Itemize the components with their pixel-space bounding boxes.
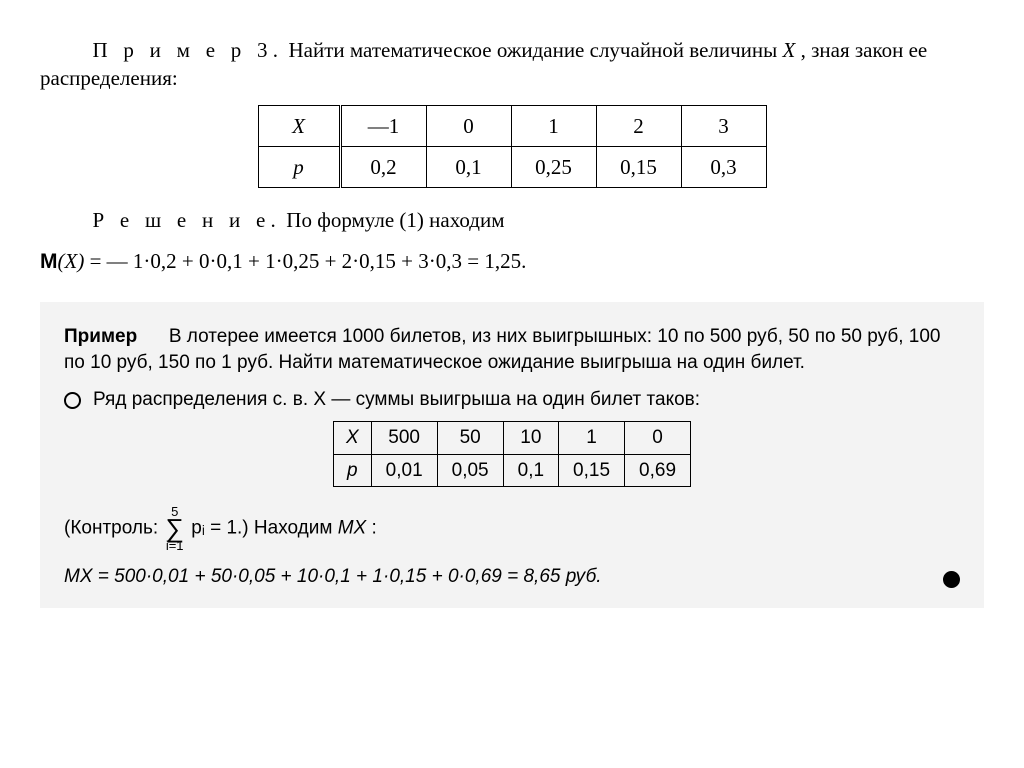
table-row-label: p [333,454,371,487]
lottery-mx-row: MX = 500·0,01 + 50·0,05 + 10·0,1 + 1·0,1… [64,564,960,590]
solution-body: По формуле (1) находим [286,208,504,232]
lottery-control-line: (Контроль: 5 ∑ i=1 pᵢ = 1.) Находим MX : [64,505,960,552]
example3-formula: M(X) = — 1·0,2 + 0·0,1 + 1·0,25 + 2·0,15… [40,247,984,276]
lottery-bullet-row: Ряд распределения с. в. X — суммы выигры… [64,387,960,413]
table-cell: 0,15 [559,454,625,487]
end-bullet-icon [943,571,960,588]
table-cell: 0,1 [503,454,558,487]
lottery-heading-para: Пример В лотерее имеется 1000 билетов, и… [64,324,960,375]
lottery-bullet-text: Ряд распределения с. в. X — суммы выигры… [93,387,700,413]
control-tail: : [371,518,376,539]
control-prefix: (Контроль: [64,518,163,539]
example3-distribution-table: X —1 0 1 2 3 p 0,2 0,1 0,25 0,15 0,3 [258,105,767,189]
table-cell: 0,25 [511,147,596,188]
example3-title-body: Найти математическое ожидание случайной … [289,38,783,62]
table-cell: 0,3 [681,147,766,188]
table-cell: 2 [596,105,681,146]
table-cell: 0 [625,421,691,454]
table-cell: 10 [503,421,558,454]
table-cell: 0,01 [371,454,437,487]
formula-M: M [40,250,58,273]
lottery-distribution-table: X 500 50 10 1 0 p 0,01 0,05 0,1 0,15 0,6… [333,421,691,487]
solution-prefix: Р е ш е н и е. [93,208,282,232]
control-mx: MX [338,518,367,539]
bullet-icon [64,392,81,409]
table-row-label: X [333,421,371,454]
control-mid: pᵢ = 1.) Находим [191,518,337,539]
example3-title-var: X [783,38,796,62]
table-cell: 0,15 [596,147,681,188]
table-cell: 500 [371,421,437,454]
example3-solution-heading: Р е ш е н и е. По формуле (1) находим [40,206,984,234]
table-cell: 3 [681,105,766,146]
formula-rhs: = — 1·0,2 + 0·0,1 + 1·0,25 + 2·0,15 + 3·… [84,249,526,273]
lottery-example-section: Пример В лотерее имеется 1000 билетов, и… [40,302,984,608]
table-cell: 0,1 [426,147,511,188]
lottery-mx-formula: MX = 500·0,01 + 50·0,05 + 10·0,1 + 1·0,1… [64,564,602,590]
lottery-heading: Пример [64,326,137,347]
lottery-body: В лотерее имеется 1000 билетов, из них в… [64,326,940,373]
table-row-label: p [258,147,340,188]
formula-X: (X) [58,249,85,273]
sigma-icon: 5 ∑ i=1 [165,505,184,552]
table-cell: 50 [437,421,503,454]
example3-title-prefix: П р и м е р 3. [93,38,284,62]
table-cell: 0,2 [340,147,426,188]
example3-heading: П р и м е р 3. Найти математическое ожид… [40,36,984,93]
table-cell: 1 [559,421,625,454]
table-cell: 0 [426,105,511,146]
table-cell: 1 [511,105,596,146]
sum-lower: i=1 [166,539,184,552]
table-cell: 0,05 [437,454,503,487]
table-cell: —1 [340,105,426,146]
table-row-label: X [258,105,340,146]
table-cell: 0,69 [625,454,691,487]
